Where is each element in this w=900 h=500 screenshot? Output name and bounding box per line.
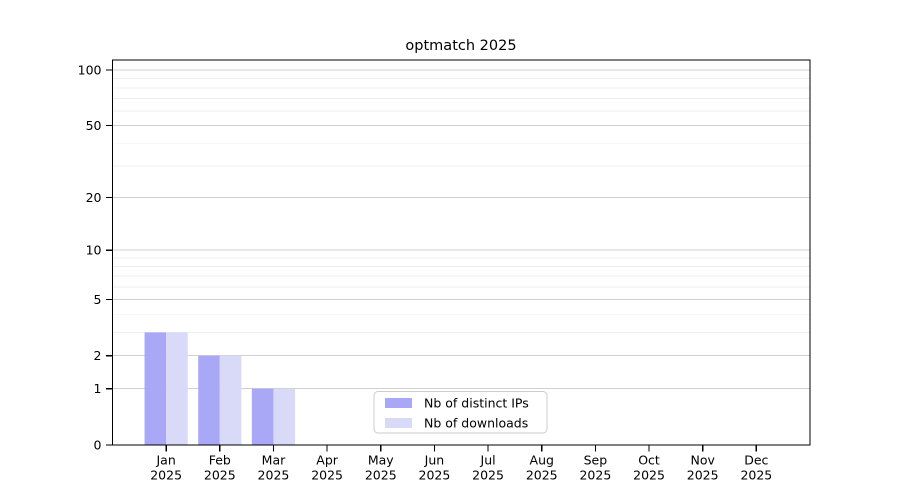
x-axis: Jan 2025 Feb 2025 Mar 2025 Apr 2025 May 2025 Jun 20… bbox=[150, 445, 772, 483]
x-tick-label: Aug 2025 bbox=[526, 453, 558, 483]
x-tick-label: Dec 2025 bbox=[740, 453, 772, 483]
y-tick-label: 100 bbox=[78, 62, 102, 77]
y-tick-label: 0 bbox=[94, 437, 102, 452]
bar-downloads bbox=[166, 332, 188, 445]
y-tick-label: 5 bbox=[94, 292, 102, 307]
legend: Nb of distinct IPs Nb of downloads bbox=[373, 391, 548, 434]
x-tick-label: Jan 2025 bbox=[150, 453, 182, 483]
x-tick-label: Oct 2025 bbox=[633, 453, 665, 483]
x-tick-label: Mar 2025 bbox=[258, 453, 290, 483]
x-tick-label: Jun 2025 bbox=[419, 453, 451, 483]
x-tick-label: Apr 2025 bbox=[311, 453, 343, 483]
x-tick-label: Sep 2025 bbox=[579, 453, 611, 483]
minor-gridlines bbox=[112, 69, 810, 390]
legend-box bbox=[373, 391, 548, 434]
x-tick-label: May 2025 bbox=[365, 453, 397, 483]
bar-distinct-ips bbox=[144, 332, 167, 445]
legend-swatch bbox=[385, 418, 412, 428]
y-tick-label: 1 bbox=[94, 381, 102, 396]
axes-spines bbox=[111, 59, 811, 446]
legend-item-label: Nb of downloads bbox=[424, 416, 528, 431]
y-axis: 0 1 2 5 10 20 50 100 bbox=[78, 62, 113, 452]
major-gridlines bbox=[112, 69, 810, 390]
bar-distinct-ips bbox=[251, 388, 274, 445]
bar-downloads bbox=[219, 355, 242, 445]
y-tick-label: 2 bbox=[94, 348, 102, 363]
bar-groups bbox=[144, 332, 296, 445]
x-tick-label: Jul 2025 bbox=[472, 453, 504, 483]
y-tick-label: 10 bbox=[86, 243, 102, 258]
plot-border bbox=[111, 59, 811, 446]
bar-downloads bbox=[273, 388, 296, 445]
chart-title: optmatch 2025 bbox=[405, 38, 516, 54]
y-tick-label: 20 bbox=[86, 190, 102, 205]
x-tick-label: Nov 2025 bbox=[687, 453, 719, 483]
legend-swatch bbox=[385, 398, 412, 408]
bar-distinct-ips bbox=[198, 355, 220, 445]
x-tick-label: Feb 2025 bbox=[204, 453, 236, 483]
legend-item-label: Nb of distinct IPs bbox=[424, 396, 529, 411]
y-tick-label: 50 bbox=[86, 118, 102, 133]
